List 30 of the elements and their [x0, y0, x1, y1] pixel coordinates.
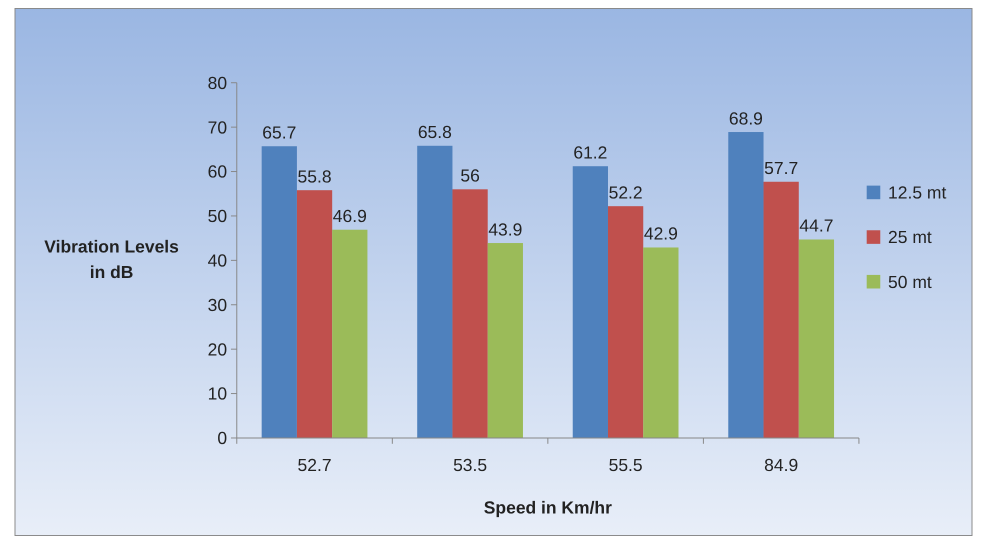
data-label: 42.9 [644, 224, 678, 244]
x-tick-label: 53.5 [453, 454, 488, 475]
y-axis-title: Vibration Levels in dB [44, 236, 179, 282]
data-label: 68.9 [728, 108, 763, 128]
data-label: 44.7 [799, 216, 834, 236]
legend-label: 50 mt [888, 272, 932, 292]
data-label: 65.8 [418, 122, 452, 142]
x-tick-label: 55.5 [608, 454, 643, 475]
x-tick-label: 52.7 [298, 454, 332, 475]
x-tick-label: 84.9 [764, 454, 798, 475]
data-label: 52.2 [608, 182, 643, 202]
y-tick-label: 40 [208, 250, 228, 270]
data-label: 56 [460, 166, 480, 186]
data-label: 61.2 [573, 142, 608, 162]
x-axis-title: Speed in Km/hr [484, 498, 612, 518]
y-tick-label: 80 [208, 72, 228, 93]
data-label: 65.7 [262, 122, 296, 142]
y-tick-label: 50 [208, 206, 228, 226]
y-tick-label: 30 [208, 294, 228, 315]
y-tick-label: 60 [208, 162, 228, 182]
y-tick-label: 20 [208, 339, 228, 360]
legend-label: 12.5 mt [888, 182, 946, 203]
y-tick-label: 70 [208, 117, 228, 138]
data-label: 46.9 [332, 206, 367, 226]
data-label: 55.8 [298, 166, 332, 186]
y-tick-label: 10 [208, 384, 228, 404]
data-label: 57.7 [764, 158, 798, 178]
data-label: 43.9 [488, 219, 522, 240]
y-tick-label: 0 [217, 428, 228, 448]
legend-label: 25 mt [888, 227, 932, 248]
